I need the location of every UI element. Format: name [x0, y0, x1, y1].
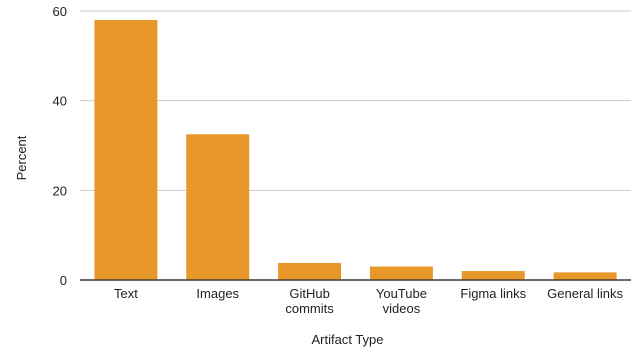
y-tick-label: 60 [53, 4, 67, 19]
y-axis-title: Percent [14, 135, 29, 180]
bars [80, 19, 631, 281]
bar [186, 134, 250, 280]
bar [461, 271, 525, 280]
bar [369, 266, 433, 280]
x-axis-title: Artifact Type [311, 332, 383, 347]
bar [553, 272, 617, 280]
x-tick-label: YouTube videos [376, 286, 427, 316]
x-tick-label: General links [547, 286, 623, 301]
x-tick-label: GitHub commits [285, 286, 334, 316]
x-tick-label: Text [114, 286, 138, 301]
y-tick-label: 20 [53, 183, 67, 198]
gridlines [80, 10, 631, 281]
x-tick-label: Images [196, 286, 239, 301]
y-tick-label: 0 [60, 273, 67, 288]
bar [94, 19, 158, 280]
bar [278, 262, 342, 280]
x-tick-label: Figma links [460, 286, 526, 301]
x-tick-labels: Text Images GitHub commits YouTube videos Figm… [114, 286, 624, 316]
y-tick-labels: 0 20 40 60 [53, 4, 67, 288]
y-tick-label: 40 [53, 94, 67, 109]
